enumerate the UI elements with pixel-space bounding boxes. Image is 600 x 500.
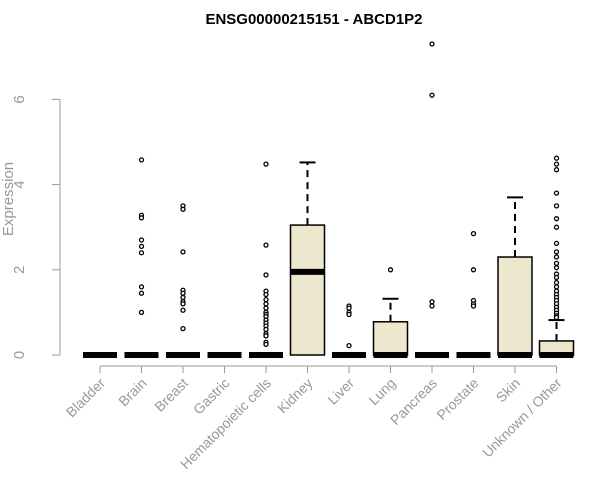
x-tick-label: Unknown / Other [479,375,565,461]
y-axis: 0 2 4 6 [11,95,61,359]
y-tick-label: 6 [11,95,28,103]
outlier-point [553,203,560,209]
outlier-point [180,307,186,313]
outlier-point [470,303,477,309]
box-skin [497,196,533,358]
outlier-point [553,254,560,260]
outlier-point [263,326,269,333]
outlier-point [470,230,477,237]
outlier-point [553,155,560,161]
outlier-point [263,333,269,339]
x-tick-label: Prostate [433,375,481,423]
box-pancreas [415,41,449,358]
box-breast [166,203,200,358]
outlier-point [138,237,145,243]
outlier-point [429,92,435,98]
outlier-point [263,296,269,303]
outlier-point [553,284,560,290]
y-tick-label: 2 [11,266,28,274]
outlier-point [553,274,560,281]
x-tick-label: Kidney [274,375,316,417]
outlier-point [553,249,560,255]
x-tick-label: Skin [493,375,524,406]
x-tick-label: Breast [151,375,191,415]
outlier-point [346,311,352,318]
outlier-point [180,290,186,296]
outlier-point [263,272,269,278]
outlier-point [553,224,560,230]
outlier-point [429,41,435,47]
box-unknown-other [538,155,575,358]
box-hematopoietic-cells [249,161,283,358]
x-tick-label: Bladder [63,375,109,421]
y-tick-label: 0 [11,351,28,359]
outlier-point [263,341,269,348]
outlier-point [553,167,560,173]
box-kidney [289,161,326,356]
outlier-point [180,206,186,212]
outlier-point [553,279,560,286]
boxes-group [83,41,575,358]
box-body [372,321,409,356]
outlier-point [180,325,186,332]
outlier-point [138,243,145,250]
x-tick-label: Brain [115,375,149,409]
outlier-point [346,305,352,311]
outlier-point [138,157,145,163]
outlier-point [553,314,560,321]
outlier-point [429,299,435,305]
outlier-point [263,305,269,311]
chart-title: ENSG00000215151 - ABCD1P2 [205,11,422,28]
outlier-point [346,342,352,349]
outlier-point [553,190,560,196]
outlier-point [180,249,186,255]
outlier-point [263,301,269,307]
x-tick-label: Lung [365,375,398,408]
outlier-point [138,290,145,296]
outlier-point [180,301,186,307]
outlier-point [553,216,560,222]
outlier-point [138,250,145,256]
outlier-point [263,161,269,167]
outlier-point [553,260,560,267]
outlier-point [470,267,477,273]
outlier-point [138,284,145,290]
outlier-point [387,267,394,273]
outlier-point [138,309,145,316]
box-body [289,224,326,356]
y-tick-label: 4 [11,180,28,188]
box-lung [372,267,409,358]
outlier-point [263,291,269,298]
outlier-point [553,161,560,167]
outlier-point [263,242,269,248]
outlier-point [429,303,435,309]
x-tick-label: Liver [324,375,357,408]
outlier-point [180,294,186,301]
box-prostate [456,230,491,358]
outlier-point [553,265,560,271]
box-brain [124,157,159,358]
box-liver [332,303,366,358]
y-axis-label: Expression [0,162,17,236]
box-body [497,256,533,356]
outlier-point [138,215,145,221]
outlier-point [553,240,560,247]
